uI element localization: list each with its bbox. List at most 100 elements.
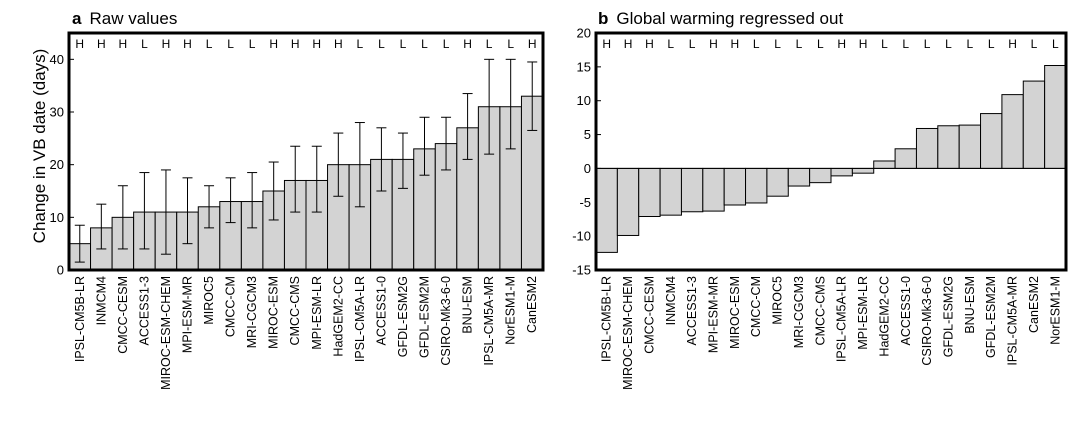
panel-b-title-text: Global warming regressed out bbox=[616, 9, 843, 28]
panel-b-category-label: ACCESS1-0 bbox=[899, 276, 913, 346]
panel-a-hl-label: L bbox=[357, 37, 364, 51]
panel-b-bar bbox=[1022, 80, 1046, 169]
panel-b-bar bbox=[702, 167, 725, 212]
panel-a-category-label: IPSL-CM5A-LR bbox=[353, 276, 367, 362]
panel-b-hl-label: L bbox=[817, 37, 824, 51]
panel-a-hl-label: L bbox=[249, 37, 256, 51]
panel-a-category-label: MPI-ESM-MR bbox=[181, 276, 195, 353]
panel-b-category-label: MPI-ESM-LR bbox=[856, 276, 870, 350]
panel-a-ytick-label: 40 bbox=[50, 52, 64, 67]
panel-b-category-label: CMCC-CM bbox=[749, 276, 763, 337]
panel-b-bar bbox=[937, 125, 960, 169]
panel-b-hl-label: L bbox=[753, 37, 760, 51]
panel-b-title: b Global warming regressed out bbox=[598, 9, 843, 28]
panel-b-hl-label: H bbox=[624, 37, 633, 51]
panel-b-ytick-label: 20 bbox=[577, 26, 591, 41]
panel-b-bar bbox=[659, 167, 682, 216]
panel-a-hl-label: H bbox=[162, 37, 171, 51]
panel-a-category-label: MIROC5 bbox=[202, 276, 216, 325]
panel-a-hl-label: H bbox=[97, 37, 106, 51]
panel-b-category-label: IPSL-CM5A-MR bbox=[1006, 276, 1020, 366]
panel-b-category-label: MIROC-ESM-CHEM bbox=[621, 276, 635, 390]
panel-b-bar bbox=[680, 167, 704, 213]
panel-b-category-label: CMCC-CMS bbox=[813, 276, 827, 345]
panel-b-hl-label: H bbox=[1008, 37, 1017, 51]
panel-a-frame bbox=[67, 31, 545, 272]
panel-b-hl-label: H bbox=[859, 37, 868, 51]
panel-a-hl-label: H bbox=[312, 37, 321, 51]
panel-b-category-label: BNU-ESM bbox=[963, 276, 977, 334]
panel-a-category-label: CSIRO-Mk3-6-0 bbox=[439, 276, 453, 366]
panel-b-hl-label: L bbox=[924, 37, 931, 51]
panel-a-category-label: CMCC-CMS bbox=[288, 276, 302, 345]
panel-a-category-label: INMCM4 bbox=[94, 276, 108, 325]
panel-a-hl-label: L bbox=[421, 37, 428, 51]
panel-b-hl-label: L bbox=[1031, 37, 1038, 51]
panel-a-hl-label: H bbox=[463, 37, 472, 51]
panel-a-hl-label: L bbox=[507, 37, 514, 51]
panel-a-category-label: CMCC-CESM bbox=[116, 276, 130, 354]
panel-b-category-label: MIROC-ESM bbox=[728, 276, 742, 349]
panel-a-letter: a bbox=[72, 9, 82, 28]
panel-a-ytick-label: 20 bbox=[50, 157, 64, 172]
panel-b-category-label: IPSL-CM5A-LR bbox=[835, 276, 849, 362]
panel-b-hl-label: L bbox=[796, 37, 803, 51]
panel-a-hl-label: H bbox=[183, 37, 192, 51]
panel-a-title: a Raw values bbox=[72, 9, 177, 28]
panel-b-hl-label: H bbox=[645, 37, 654, 51]
panel-a-hl-label: H bbox=[269, 37, 278, 51]
panel-b-bar bbox=[638, 167, 661, 218]
panel-a-category-label: ACCESS1-0 bbox=[374, 276, 388, 346]
panel-a-category-label: GFDL-ESM2G bbox=[396, 276, 410, 357]
panel-b-bar bbox=[915, 127, 939, 169]
panel-b-category-label: MRI-CGCM3 bbox=[792, 276, 806, 348]
panel-b-hl-label: L bbox=[988, 37, 995, 51]
panel-b-category-label: CSIRO-Mk3-6-0 bbox=[920, 276, 934, 366]
panel-a-category-label: MPI-ESM-LR bbox=[310, 276, 324, 350]
panel-b-category-label: INMCM4 bbox=[664, 276, 678, 325]
panel-a-hl-label: H bbox=[291, 37, 300, 51]
panel-a-category-label: CanESM2 bbox=[525, 276, 539, 333]
panel-a-category-label: GFDL-ESM2M bbox=[418, 276, 432, 358]
panel-b-category-label: GFDL-ESM2G bbox=[942, 276, 956, 357]
panel-a-hl-label: L bbox=[227, 37, 234, 51]
panel-a-ytick-label: 30 bbox=[50, 105, 64, 120]
panel-b-hl-label: L bbox=[667, 37, 674, 51]
panel-b-bar bbox=[1001, 94, 1024, 169]
panel-a-title-text: Raw values bbox=[89, 9, 177, 28]
panel-b-ytick-label: 10 bbox=[577, 93, 591, 108]
panel-b-category-label: ACCESS1-3 bbox=[685, 276, 699, 346]
panel-a-category-label: MIROC-ESM bbox=[267, 276, 281, 349]
panel-b-hl-label: L bbox=[902, 37, 909, 51]
panel-a-category-label: NorESM1-M bbox=[504, 276, 518, 345]
panel-a-category-label: CMCC-CM bbox=[224, 276, 238, 337]
panel-b-ytick-label: -5 bbox=[579, 195, 591, 210]
panel-b-ytick-label: 5 bbox=[584, 127, 591, 142]
panel-b-ytick-label: -10 bbox=[572, 229, 591, 244]
panel-a-hl-label: L bbox=[486, 37, 493, 51]
panel-b-category-label: IPSL-CM5B-LR bbox=[600, 276, 614, 362]
panel-b-bar bbox=[830, 167, 853, 177]
panel-a-category-label: MRI-CGCM3 bbox=[245, 276, 259, 348]
panel-b-bar bbox=[851, 167, 875, 174]
panel-b-bar bbox=[1044, 65, 1067, 169]
panel-b-hl-label: H bbox=[709, 37, 718, 51]
panel-b-bar bbox=[595, 167, 618, 253]
panel-a-ytick-label: 0 bbox=[57, 263, 64, 278]
panel-a-hl-label: L bbox=[141, 37, 148, 51]
panel-b-bar bbox=[766, 167, 789, 197]
panel-b-hl-label: L bbox=[774, 37, 781, 51]
panel-b-bar bbox=[723, 167, 747, 206]
panel-b-hl-label: H bbox=[731, 37, 740, 51]
panel-b-hl-label: L bbox=[1052, 37, 1059, 51]
panel-a-hl-label: H bbox=[119, 37, 128, 51]
panel-b-frame bbox=[594, 31, 1068, 272]
panel-a-category-label: IPSL-CM5B-LR bbox=[73, 276, 87, 362]
panel-b-ytick-label: -15 bbox=[572, 263, 591, 278]
panel-b-ytick-label: 15 bbox=[577, 59, 591, 74]
panel-a-category-label: HadGEM2-CC bbox=[331, 276, 345, 357]
panel-a-hl-label: H bbox=[528, 37, 537, 51]
panel-b-bar bbox=[809, 167, 832, 184]
panel-b-bar bbox=[873, 160, 896, 169]
